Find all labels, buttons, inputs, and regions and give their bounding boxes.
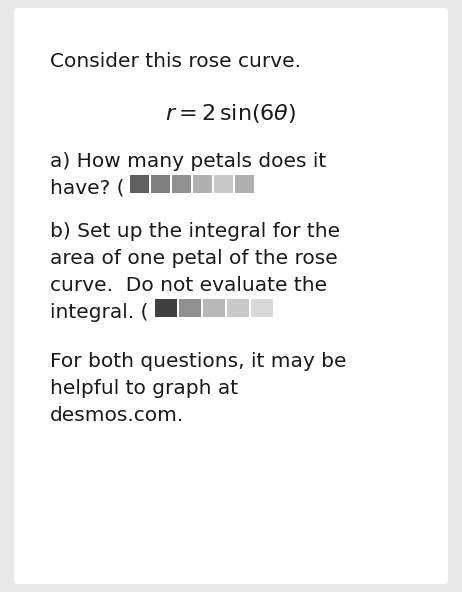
Text: integral. (: integral. (: [50, 303, 148, 322]
Text: b) Set up the integral for the: b) Set up the integral for the: [50, 222, 340, 241]
Text: have? (: have? (: [50, 179, 124, 198]
Bar: [227, 299, 249, 317]
Bar: [235, 175, 254, 193]
Text: $r = 2\,\sin(6\theta)$: $r = 2\,\sin(6\theta)$: [165, 102, 297, 125]
Text: desmos.com.: desmos.com.: [50, 406, 184, 425]
FancyBboxPatch shape: [14, 8, 448, 584]
Text: a) How many petals does it: a) How many petals does it: [50, 152, 326, 171]
Bar: [172, 175, 191, 193]
Bar: [130, 175, 149, 193]
Bar: [251, 299, 273, 317]
Text: helpful to graph at: helpful to graph at: [50, 379, 238, 398]
Bar: [214, 175, 233, 193]
Text: area of one petal of the rose: area of one petal of the rose: [50, 249, 338, 268]
Bar: [193, 175, 212, 193]
Bar: [151, 175, 170, 193]
Text: For both questions, it may be: For both questions, it may be: [50, 352, 346, 371]
Bar: [179, 299, 201, 317]
Text: curve.  Do not evaluate the: curve. Do not evaluate the: [50, 276, 327, 295]
Bar: [155, 299, 177, 317]
Bar: [203, 299, 225, 317]
Text: Consider this rose curve.: Consider this rose curve.: [50, 52, 301, 71]
